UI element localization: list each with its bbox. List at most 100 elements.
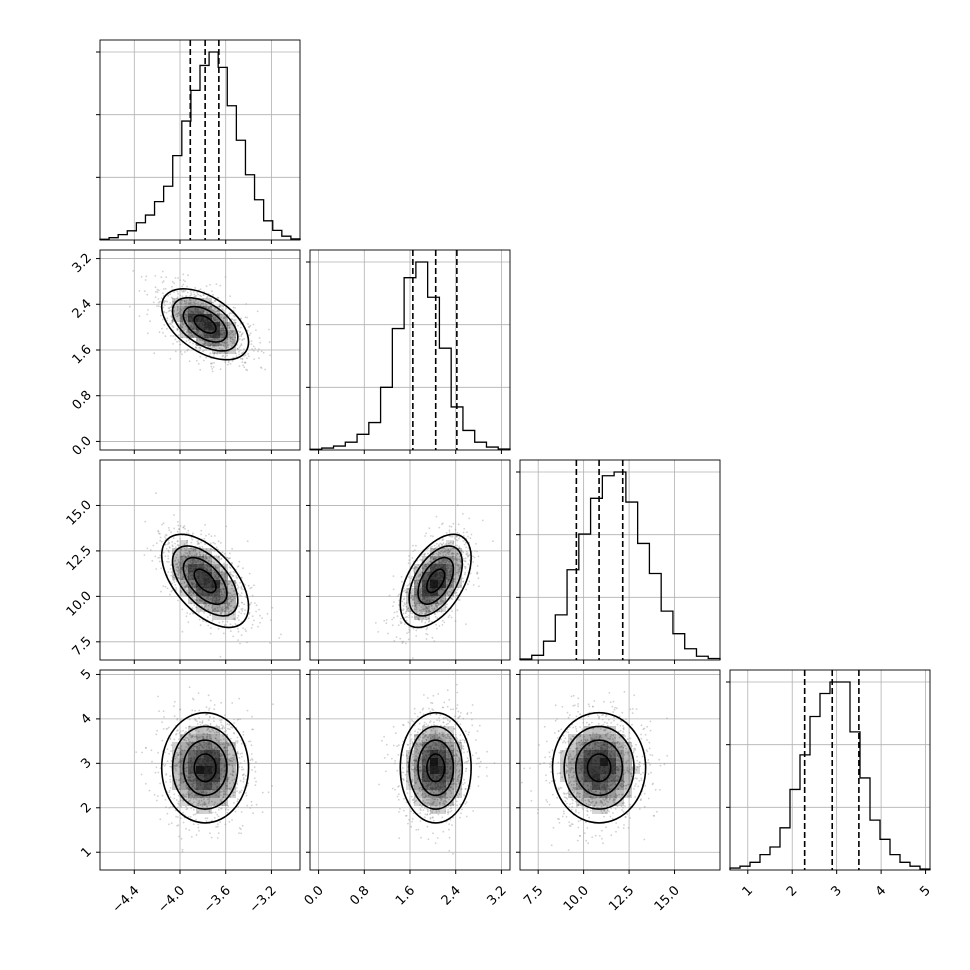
sample-point [424,612,427,615]
sample-point [388,594,391,597]
sample-point [156,305,158,307]
sample-point [186,584,189,587]
sample-point [173,310,175,313]
sample-point [393,611,396,614]
sample-point [205,793,208,795]
sample-point [219,601,222,604]
sample-point [436,617,439,619]
sample-point [241,332,244,334]
sample-point [151,559,154,562]
sample-point [241,588,243,591]
sample-point [232,613,235,616]
sample-point [171,321,174,324]
sample-point [185,585,188,588]
sample-point [209,715,211,718]
sample-point [200,303,203,305]
sample-point [248,613,251,615]
sample-point [176,315,179,318]
sample-point [177,754,180,757]
density-cell [172,548,180,556]
sample-point [177,762,180,765]
sample-point [250,586,253,589]
sample-point [411,557,414,559]
sample-point [430,535,432,537]
sample-point [179,784,182,786]
sample-point [440,562,443,564]
sample-point [448,594,450,597]
sample-point [238,353,241,356]
sample-point [209,346,212,349]
sample-point [213,708,216,711]
sample-point [185,746,187,748]
sample-point [170,759,173,762]
sample-point [175,313,178,316]
sample-point [155,766,158,769]
sample-point [183,581,186,584]
density-cell [430,604,438,612]
sample-point [205,297,208,299]
sample-point [186,313,188,316]
sample-point [229,630,232,633]
sample-point [413,568,415,570]
sample-point [174,314,177,316]
sample-point [173,793,176,796]
sample-point [224,342,227,345]
sample-point [228,611,231,613]
sample-point [255,604,258,607]
sample-point [145,275,148,278]
sample-point [430,561,433,563]
sample-point [405,642,407,645]
sample-point [208,709,210,711]
sample-point [198,829,200,832]
sample-point [409,610,412,613]
sample-point [445,596,447,598]
sample-point [241,357,244,360]
sample-point [459,566,462,569]
sample-point [158,710,161,712]
sample-point [177,800,180,803]
sample-point [417,617,420,620]
sample-point [187,532,190,535]
sample-point [185,532,188,534]
sample-point [214,319,217,322]
sample-point [179,817,182,820]
sample-point [404,623,406,625]
sample-point [186,778,189,781]
sample-point [168,542,171,545]
density-cell [196,580,204,588]
sample-point [220,807,223,810]
sample-point [185,805,188,808]
sample-point [194,599,197,601]
sample-point [174,809,177,812]
sample-point [218,732,221,735]
sample-point [199,368,202,371]
sample-point [407,607,409,610]
sample-point [240,811,243,813]
sample-point [199,355,202,358]
sample-point [183,738,186,741]
sample-point [177,802,180,805]
density-cell [180,298,188,306]
sample-point [452,595,454,598]
sample-point [155,542,158,545]
sample-point [446,549,449,552]
sample-point [152,544,155,547]
sample-point [439,600,442,603]
sample-point [233,732,236,735]
sample-point [219,778,222,780]
sample-point [204,303,207,306]
sample-point [231,598,233,601]
sample-point [253,777,256,780]
sample-point [377,631,380,633]
sample-point [206,311,209,314]
sample-point [195,347,198,349]
sample-point [257,350,259,353]
sample-point [185,784,188,787]
sample-point [180,556,182,559]
density-cell [228,596,236,604]
sample-point [178,561,181,564]
sample-point [441,609,443,612]
sample-point [220,701,223,704]
sample-point [176,540,179,543]
sample-point [192,548,195,551]
